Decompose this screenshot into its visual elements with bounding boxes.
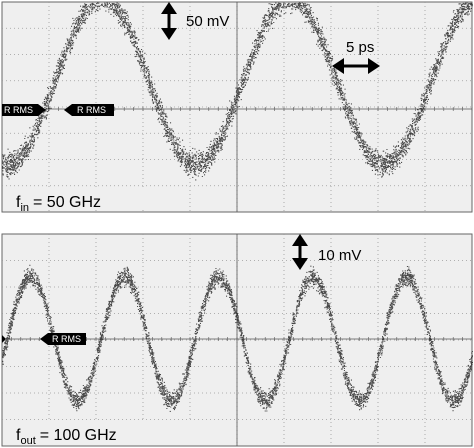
bottom-frequency-label: fout = 100 GHz xyxy=(16,427,117,447)
top-frequency-label: fin = 50 GHz xyxy=(16,194,101,214)
bottom-reference-marker-right: R RMS xyxy=(40,333,86,345)
bottom-frequency-value: = 100 GHz xyxy=(40,427,117,444)
top-reference-marker-left-label: R RMS xyxy=(4,105,33,115)
bottom-waveform-series xyxy=(2,264,473,412)
bottom-vertical-scale-label: 10 mV xyxy=(318,247,361,264)
top-frequency-value: = 50 GHz xyxy=(33,194,101,211)
bottom-reference-marker-left xyxy=(2,335,6,343)
top-frequency-symbol: f xyxy=(16,194,21,211)
bottom-panel: 10 mV R RMS fout = 100 GHz xyxy=(1,233,473,447)
top-vertical-scale-marker xyxy=(161,2,177,40)
bottom-vertical-scale-marker xyxy=(292,234,308,270)
top-reference-marker-right-label: R RMS xyxy=(77,105,106,115)
top-panel: 50 mV 5 ps R RMS R RMS fin = 50 GHz xyxy=(1,1,473,214)
top-horizontal-scale-marker xyxy=(332,58,380,74)
top-frequency-label-background xyxy=(12,188,162,210)
bottom-frequency-label-background xyxy=(12,421,202,445)
bottom-reference-marker-right-label: R RMS xyxy=(52,334,81,344)
top-vertical-scale-label: 50 mV xyxy=(186,13,229,30)
top-horizontal-scale-label: 5 ps xyxy=(346,39,374,56)
bottom-frequency-symbol: f xyxy=(16,427,21,444)
top-reference-marker-left: R RMS xyxy=(2,104,46,116)
top-reference-marker-right: R RMS xyxy=(64,104,114,116)
bottom-frequency-subscript: out xyxy=(20,435,35,447)
bottom-waveform-trace xyxy=(2,264,473,412)
top-frequency-subscript: in xyxy=(20,202,29,214)
